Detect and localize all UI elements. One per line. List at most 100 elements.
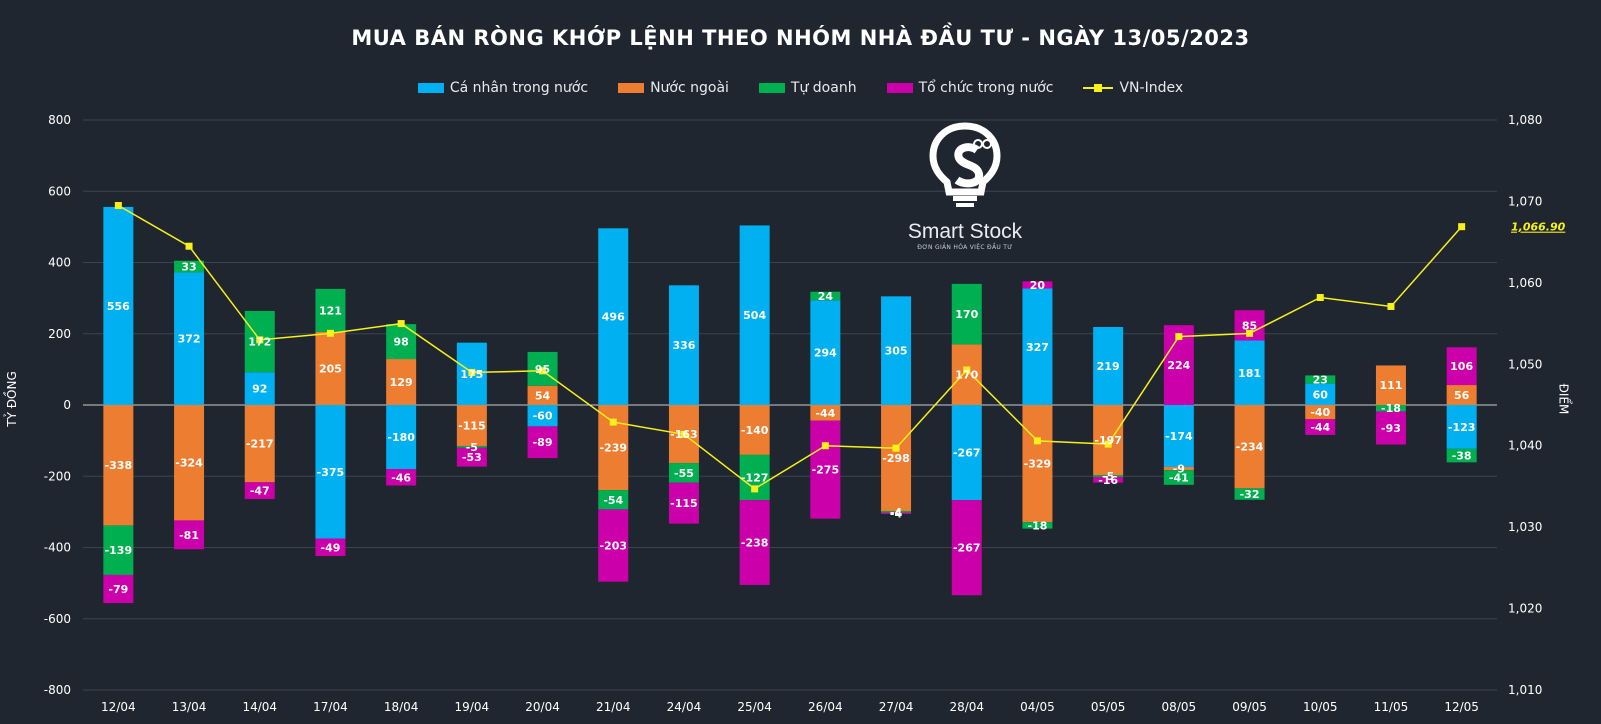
bar-segment: [174, 272, 205, 405]
bar-data-label: -180: [387, 431, 415, 444]
bar-data-label: -41: [1169, 471, 1189, 484]
bar-segment: [456, 405, 487, 446]
y2-tick-label: 1,020: [1508, 602, 1542, 616]
legend-item-tu-doanh[interactable]: Tự doanh: [758, 80, 857, 96]
legend-swatch-to-chuc: [886, 83, 913, 93]
bar-data-label: 24: [818, 290, 834, 303]
bar-segment: [810, 291, 841, 301]
bar-segment: [1446, 347, 1477, 386]
bar-data-label: -115: [670, 497, 698, 510]
bar-data-label: -46: [391, 471, 411, 484]
x-tick-label: 24/04: [667, 700, 702, 714]
y2-tick-label: 1,080: [1508, 113, 1542, 127]
y-tick-label: 400: [48, 256, 71, 270]
bar-data-label: -197: [1094, 434, 1122, 447]
logo-name: Smart Stock: [907, 220, 1023, 243]
bar-segment: [1446, 385, 1477, 405]
bar-segment: [1163, 466, 1194, 471]
bar-segment: [881, 405, 912, 512]
bar-data-label: -81: [179, 529, 199, 542]
bar-segment: [1022, 288, 1053, 405]
bar-segment: [174, 260, 205, 273]
legend-label-nuoc-ngoai: Nước ngoài: [650, 80, 729, 96]
legend-swatch-nuoc-ngoai: [618, 83, 645, 93]
vn-index-point: [1246, 329, 1254, 337]
bar-segment: [951, 283, 982, 345]
bar-data-label: 372: [178, 333, 201, 346]
y-tick-label: 800: [48, 113, 71, 127]
bar-segment: [103, 574, 134, 604]
bar-segment: [456, 447, 487, 467]
bar-segment: [810, 405, 841, 421]
bar-data-label: -298: [882, 452, 910, 465]
legend-item-vn-index[interactable]: VN-Index: [1083, 80, 1183, 96]
bar-data-label: 95: [535, 363, 550, 376]
y-tick-label: -600: [44, 612, 71, 626]
y-axis-label: TỶ ĐỒNG: [4, 371, 19, 427]
bar-segment: [1375, 365, 1406, 405]
bar-segment: [1022, 522, 1053, 529]
bar-segment: [315, 405, 346, 539]
vn-index-point: [821, 442, 829, 450]
bar-segment: [951, 344, 982, 405]
bar-data-label: 85: [1242, 319, 1257, 332]
legend-label-tu-doanh: Tự doanh: [790, 80, 857, 96]
legend-item-ca-nhan[interactable]: Cá nhân trong nước: [417, 80, 588, 96]
lightbulb-logo-icon: [929, 122, 1001, 207]
smart-stock-logo: Smart Stock ĐƠN GIẢN HÓA VIỆC ĐẦU TƯ: [905, 120, 1025, 251]
legend-item-nuoc-ngoai[interactable]: Nước ngoài: [618, 80, 729, 96]
x-tick-label: 21/04: [596, 700, 631, 714]
bar-data-label: -32: [1240, 488, 1260, 501]
bar-segment: [1305, 405, 1336, 420]
bar-data-label: -44: [1310, 421, 1330, 434]
y-tick-label: -400: [44, 541, 71, 555]
x-tick-label: 11/05: [1374, 700, 1409, 714]
bar-data-label: -239: [599, 442, 627, 455]
bar-segment: [527, 405, 558, 427]
bar-segment: [1305, 419, 1336, 435]
bar-data-label: -5: [466, 441, 478, 454]
vn-index-point: [680, 430, 688, 438]
x-tick-label: 12/05: [1444, 700, 1479, 714]
bar-data-label: -4: [890, 507, 903, 520]
x-tick-label: 12/04: [101, 700, 136, 714]
bar-segment: [951, 500, 982, 596]
bar-segment: [810, 300, 841, 405]
bar-segment: [244, 372, 275, 405]
vn-index-point: [1316, 294, 1324, 302]
bar-data-label: -217: [246, 438, 274, 451]
vn-index-point: [1033, 437, 1041, 445]
bar-data-label: 56: [1454, 389, 1470, 402]
bar-segment: [739, 225, 770, 405]
bar-data-label: 54: [535, 389, 551, 402]
bar-segment: [1163, 470, 1194, 485]
legend-label-to-chuc: Tổ chức trong nước: [918, 80, 1054, 96]
legend-swatch-vn-index: [1083, 82, 1114, 94]
bar-data-label: 219: [1097, 360, 1120, 373]
x-tick-label: 14/04: [242, 700, 277, 714]
bar-data-label: -127: [741, 471, 769, 484]
bar-data-label: -375: [317, 466, 345, 479]
x-tick-label: 26/04: [808, 700, 843, 714]
legend-item-to-chuc[interactable]: Tổ chức trong nước: [886, 80, 1054, 96]
bar-data-label: -329: [1024, 458, 1052, 471]
bar-segment: [1446, 448, 1477, 463]
bar-data-label: 170: [955, 308, 978, 321]
bar-data-label: -140: [741, 424, 769, 437]
bar-data-label: 175: [460, 368, 483, 381]
x-tick-label: 04/05: [1020, 700, 1055, 714]
bar-data-label: -338: [105, 459, 133, 472]
bar-segment: [1022, 405, 1053, 523]
bar-data-label: -267: [953, 447, 981, 460]
vn-index-point: [1458, 223, 1466, 231]
y2-tick-label: 1,050: [1508, 357, 1542, 371]
bar-data-label: -53: [462, 451, 482, 464]
bar-data-label: 327: [1026, 341, 1049, 354]
bar-data-label: -60: [533, 410, 553, 423]
bar-segment: [244, 482, 275, 500]
bar-data-label: -5: [1102, 470, 1114, 483]
vn-index-point: [185, 242, 193, 250]
vn-index-point: [539, 367, 547, 375]
x-tick-label: 05/05: [1091, 700, 1126, 714]
x-tick-label: 19/04: [455, 700, 490, 714]
